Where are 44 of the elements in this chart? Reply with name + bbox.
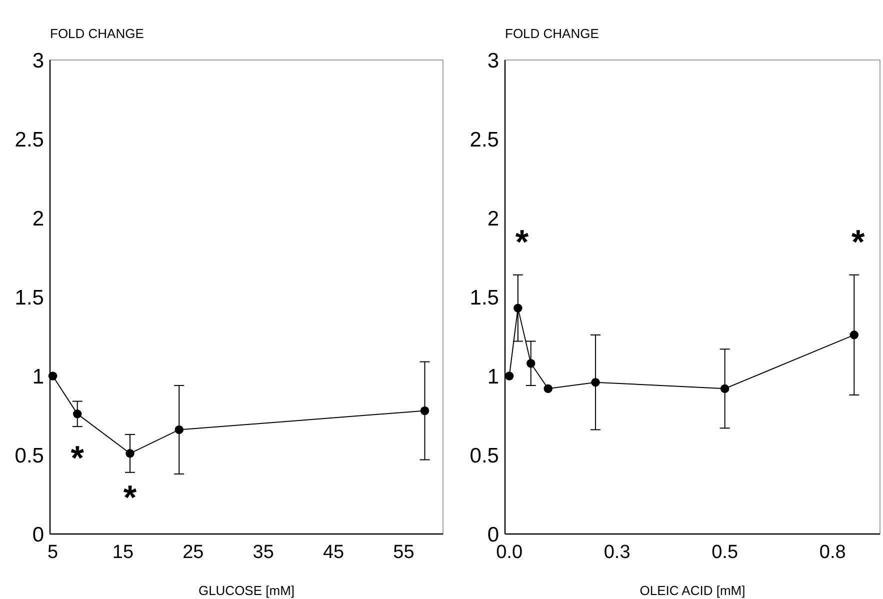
y-tick-label: 1.5 bbox=[470, 286, 499, 310]
x-tick-label: 55 bbox=[393, 542, 414, 563]
x-tick-label: 0.8 bbox=[819, 542, 846, 563]
y-tick-label: 3 bbox=[32, 49, 44, 72]
annotation: * bbox=[123, 479, 138, 518]
y-tick-label: 1 bbox=[32, 365, 44, 388]
y-tick-label: 1 bbox=[487, 365, 499, 388]
y-tick-label: 0.5 bbox=[14, 444, 44, 468]
x-tick-label: 25 bbox=[182, 542, 204, 563]
x-tick-label: 5 bbox=[48, 542, 58, 563]
point bbox=[514, 304, 522, 312]
y-tick-label: 2.5 bbox=[470, 128, 499, 152]
point bbox=[48, 372, 58, 380]
y-tick-label: 0 bbox=[487, 523, 499, 546]
point bbox=[126, 449, 134, 458]
y-tick-label: 0 bbox=[32, 523, 44, 546]
x-axis-title: OLEIC ACID [mM] bbox=[640, 583, 746, 598]
point bbox=[504, 372, 514, 380]
x-tick-label: 15 bbox=[112, 542, 134, 563]
annotation: * bbox=[70, 440, 85, 478]
y-axis-title: FOLD CHANGE bbox=[505, 26, 600, 41]
point bbox=[591, 378, 600, 387]
point bbox=[174, 425, 184, 434]
point bbox=[720, 384, 730, 393]
x-tick-label: 0.0 bbox=[496, 542, 523, 563]
x-axis-title: GLUCOSE [mM] bbox=[198, 583, 295, 598]
point bbox=[73, 410, 82, 418]
x-tick-label: 0.3 bbox=[604, 542, 630, 563]
annotation: * bbox=[852, 224, 866, 262]
point bbox=[526, 359, 536, 368]
point bbox=[420, 406, 430, 416]
y-axis-title: FOLD CHANGE bbox=[50, 26, 144, 41]
point bbox=[850, 330, 859, 340]
y-tick-label: 0.5 bbox=[470, 444, 499, 468]
y-tick-label: 3 bbox=[487, 49, 499, 72]
x-tick-label: 45 bbox=[322, 542, 344, 563]
x-tick-label: 0.5 bbox=[712, 542, 738, 563]
x-tick-label: 35 bbox=[252, 542, 274, 563]
y-tick-label: 2 bbox=[487, 207, 499, 230]
annotation: * bbox=[515, 224, 530, 262]
point bbox=[544, 384, 552, 393]
y-tick-label: 2.5 bbox=[14, 128, 44, 152]
y-tick-label: 1.5 bbox=[14, 286, 44, 310]
y-tick-label: 2 bbox=[32, 207, 44, 230]
